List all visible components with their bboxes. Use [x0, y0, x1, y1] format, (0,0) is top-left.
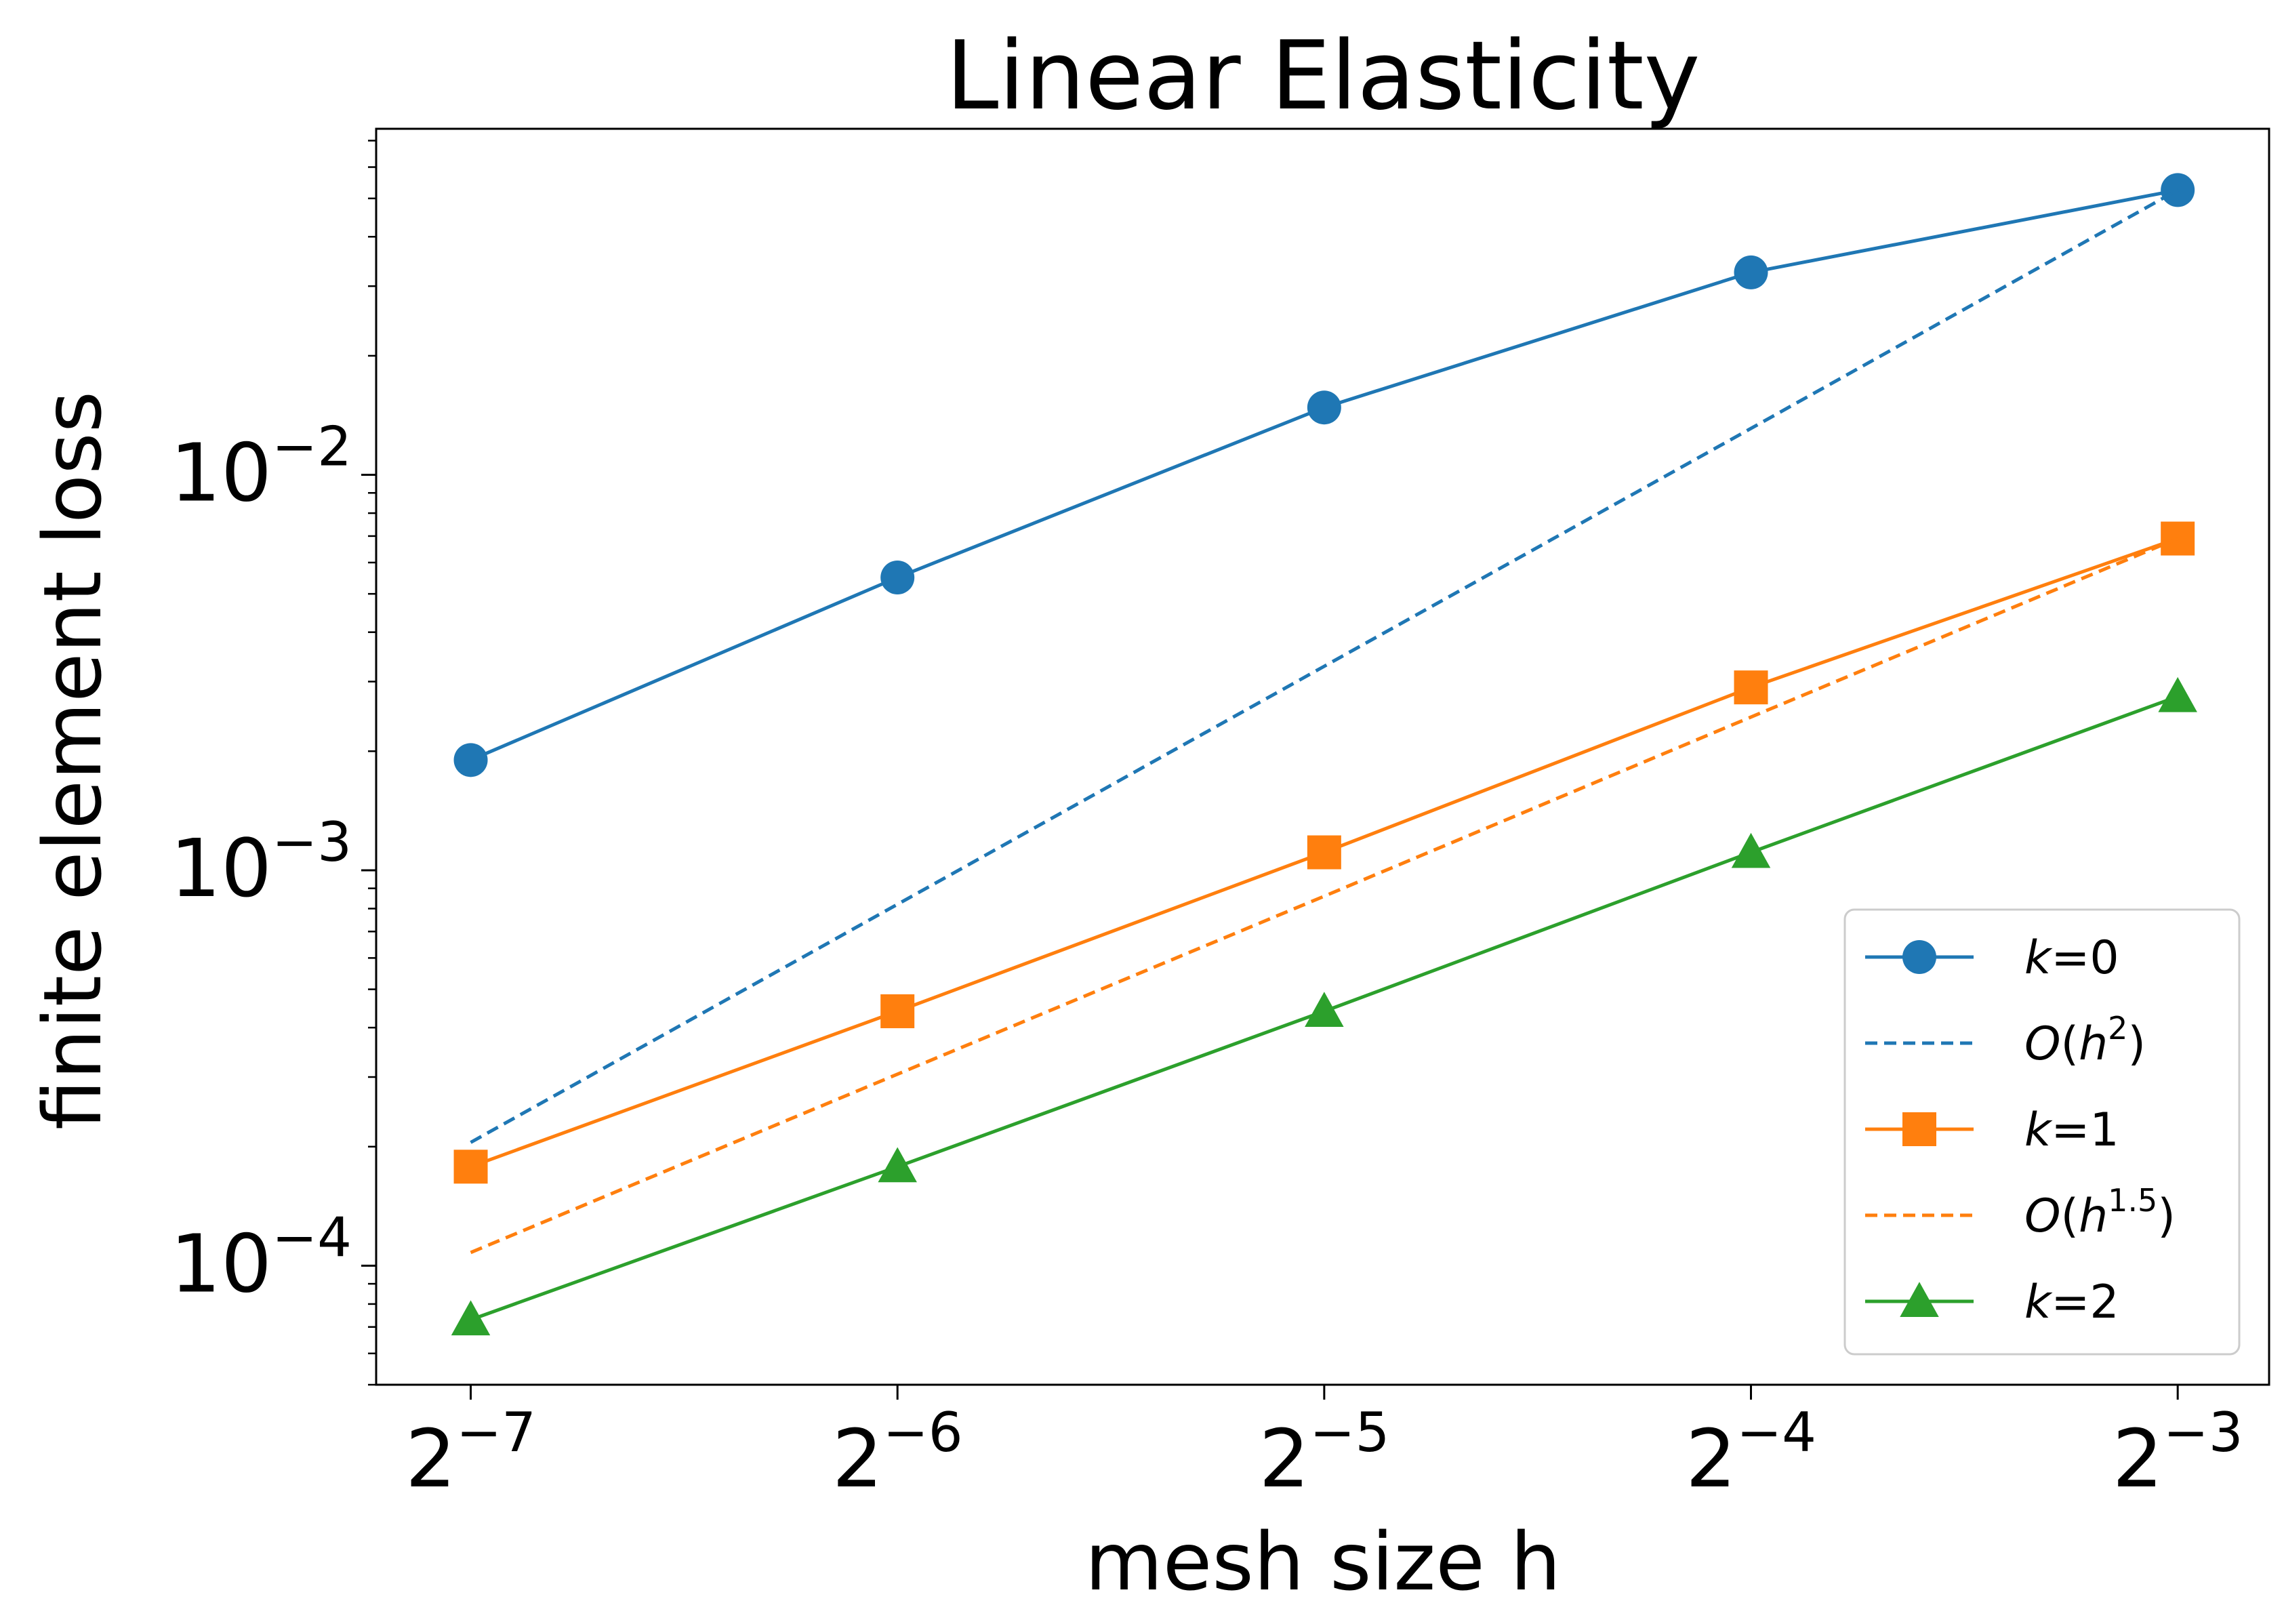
data-point: [1731, 832, 1771, 868]
data-point: [878, 1147, 917, 1183]
y-tick-label: 10−4: [170, 1206, 352, 1310]
legend-label: k=2: [2024, 1276, 2119, 1329]
axes-frame: [375, 127, 2270, 1386]
data-point: [1734, 670, 1768, 705]
x-tick-label-base: 2: [405, 1412, 456, 1505]
series-line: [470, 188, 2179, 1144]
x-tick-label: 2−6: [832, 1401, 963, 1505]
data-point: [1307, 390, 1341, 425]
data-point: [880, 994, 915, 1028]
x-tick-label-exponent: −3: [2163, 1401, 2243, 1464]
series-line: [470, 188, 2178, 762]
chart-title: Linear Elasticity: [945, 21, 1700, 131]
legend-label: k=1: [2024, 1103, 2119, 1157]
legend-label-function: O: [2024, 1017, 2061, 1071]
x-tick-label-exponent: −5: [1309, 1401, 1389, 1464]
x-tick-label: 2−3: [2113, 1401, 2243, 1505]
legend: k=0O(h2)k=1O(h1.5)k=2: [1843, 908, 2241, 1356]
legend-item: k=1: [1865, 1103, 2119, 1157]
legend-label-variable: k: [2024, 931, 2053, 985]
x-tick-label-exponent: −7: [456, 1401, 536, 1464]
legend-label-value: =0: [2051, 931, 2119, 985]
data-point: [451, 1300, 491, 1336]
data-point: [1305, 992, 1344, 1027]
x-tick-label-exponent: −6: [883, 1401, 963, 1464]
legend-item: O(h2): [1865, 1010, 2146, 1071]
legend-item: O(h1.5): [1865, 1182, 2176, 1243]
legend-box: [1843, 908, 2241, 1356]
x-axis-label: mesh size h: [1085, 1515, 1561, 1608]
x-tick-label-exponent: −4: [1736, 1401, 1816, 1464]
data-point: [2158, 676, 2197, 712]
legend-label-paren-close: ): [2157, 1190, 2176, 1243]
data-point: [880, 561, 915, 595]
legend-label-exponent: 2: [2108, 1010, 2127, 1047]
legend-label-variable: h: [2079, 1017, 2108, 1071]
series-1: [470, 188, 2179, 1144]
legend-label-variable: k: [2024, 1103, 2053, 1157]
series-3: [470, 537, 2179, 1255]
y-tick-label-base: 10: [170, 1217, 272, 1310]
y-tick-label-exponent: −3: [272, 811, 352, 874]
legend-label-variable: h: [2079, 1190, 2108, 1243]
data-point: [1734, 255, 1768, 289]
y-tick-label: 10−3: [170, 811, 352, 915]
data-point: [453, 743, 488, 777]
legend-label-paren-open: (: [2061, 1190, 2079, 1243]
series-2: [453, 521, 2195, 1184]
y-axis-label: finite element loss: [26, 391, 119, 1130]
y-tick-label-base: 10: [170, 821, 272, 915]
series-4: [451, 676, 2197, 1336]
legend-label-exponent: 1.5: [2108, 1182, 2157, 1219]
legend-label-value: =2: [2051, 1276, 2119, 1329]
legend-label: k=0: [2024, 931, 2119, 985]
legend-label-paren-open: (: [2061, 1017, 2079, 1071]
x-tick-label: 2−7: [405, 1401, 536, 1505]
legend-marker: [1902, 940, 1936, 974]
x-tick-label: 2−5: [1259, 1401, 1389, 1505]
x-tick-label: 2−4: [1686, 1401, 1816, 1505]
legend-item: k=0: [1865, 931, 2119, 985]
legend-label-function: O: [2024, 1190, 2061, 1243]
y-tick-label: 10−2: [170, 415, 352, 520]
legend-label: O(h2): [2024, 1010, 2146, 1071]
y-tick-label-exponent: −2: [272, 415, 352, 479]
x-tick-label-base: 2: [1686, 1412, 1736, 1505]
legend-label: O(h1.5): [2024, 1182, 2176, 1243]
legend-label-variable: k: [2024, 1276, 2053, 1329]
legend-item: k=2: [1865, 1276, 2119, 1329]
legend-marker: [1902, 1112, 1936, 1146]
x-tick-label-base: 2: [2113, 1412, 2163, 1505]
series-0: [453, 173, 2195, 777]
y-tick-label-base: 10: [170, 426, 272, 520]
legend-label-paren-close: ): [2127, 1017, 2146, 1071]
legend-marker: [1900, 1282, 1939, 1317]
data-point: [453, 1150, 488, 1184]
plot-area: 10−410−310−22−7 2−6 2−5 2−4 2−3: [170, 127, 2270, 1505]
legend-label-value: =1: [2051, 1103, 2119, 1157]
y-tick-label-exponent: −4: [272, 1206, 352, 1269]
data-point: [1307, 835, 1341, 870]
x-tick-label-base: 2: [1259, 1412, 1309, 1505]
x-tick-label-base: 2: [832, 1412, 883, 1505]
series-line: [470, 537, 2179, 1255]
